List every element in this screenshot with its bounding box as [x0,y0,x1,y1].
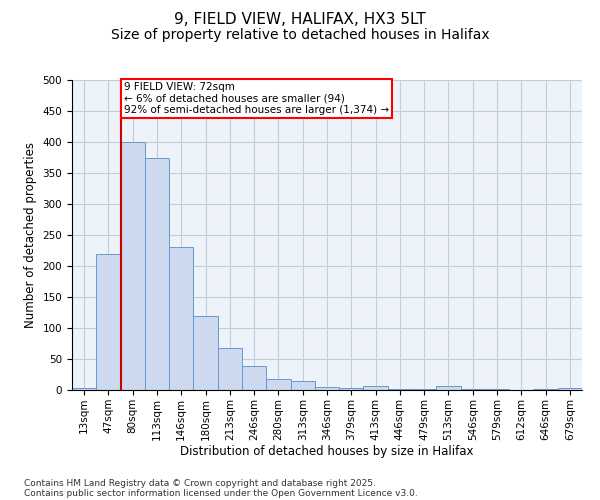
Bar [145,158,169,390]
Bar [218,348,242,390]
Bar [169,248,193,390]
Bar [388,389,412,390]
Bar [193,316,218,390]
Text: 9 FIELD VIEW: 72sqm
← 6% of detached houses are smaller (94)
92% of semi-detache: 9 FIELD VIEW: 72sqm ← 6% of detached hou… [124,82,389,115]
Bar [364,386,388,390]
Bar [266,379,290,390]
Text: Contains HM Land Registry data © Crown copyright and database right 2025.: Contains HM Land Registry data © Crown c… [24,478,376,488]
Bar [558,388,582,390]
Bar [461,389,485,390]
Text: Contains public sector information licensed under the Open Government Licence v3: Contains public sector information licen… [24,488,418,498]
Bar [121,142,145,390]
Bar [96,254,121,390]
Bar [436,386,461,390]
Bar [242,366,266,390]
Bar [290,382,315,390]
Bar [315,387,339,390]
Bar [339,388,364,390]
X-axis label: Distribution of detached houses by size in Halifax: Distribution of detached houses by size … [180,446,474,458]
Bar [72,388,96,390]
Y-axis label: Number of detached properties: Number of detached properties [24,142,37,328]
Text: 9, FIELD VIEW, HALIFAX, HX3 5LT: 9, FIELD VIEW, HALIFAX, HX3 5LT [174,12,426,28]
Text: Size of property relative to detached houses in Halifax: Size of property relative to detached ho… [110,28,490,42]
